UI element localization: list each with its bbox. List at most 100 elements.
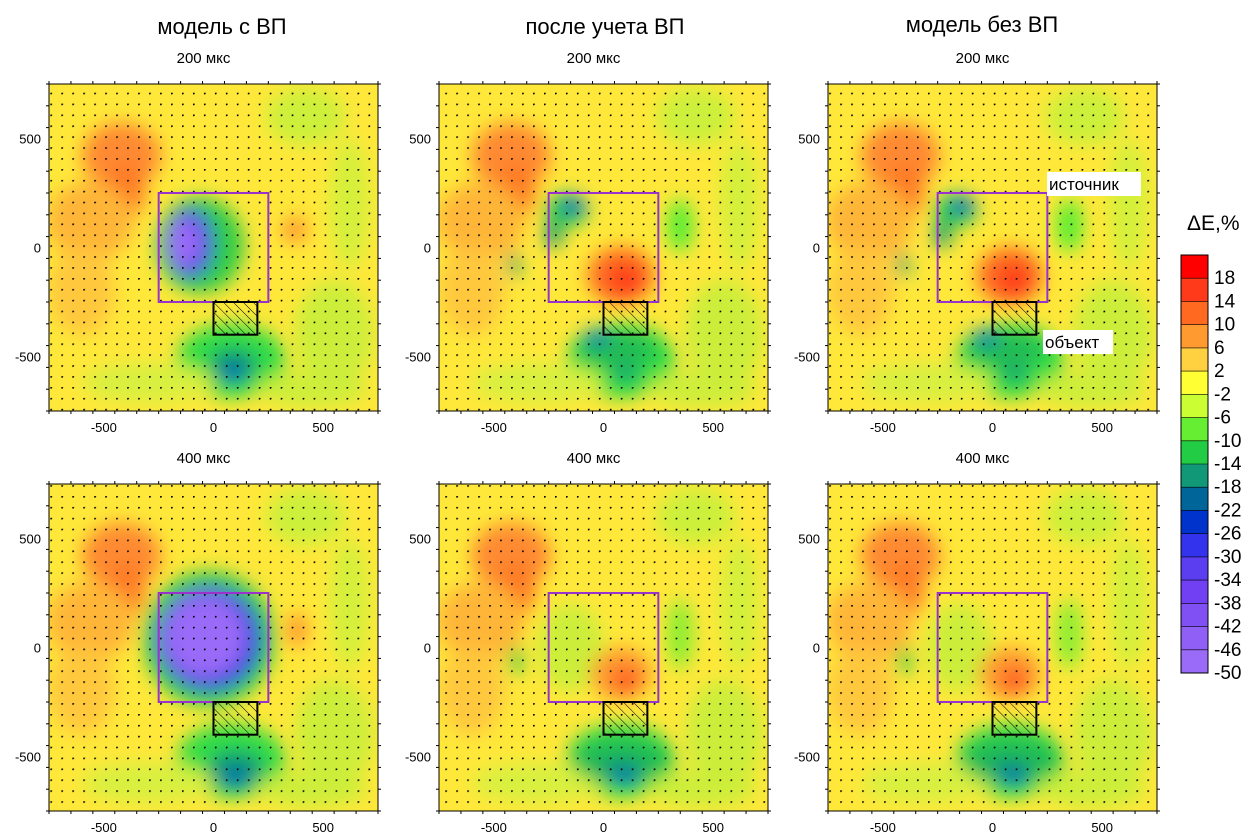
x-tick-label: 0 <box>989 420 996 435</box>
colorbar-swatch <box>1181 394 1208 419</box>
y-tick-label: -500 <box>15 350 41 365</box>
colorbar-label: -30 <box>1214 547 1241 568</box>
colorbar-swatch <box>1181 440 1208 465</box>
x-tick-label: 500 <box>702 420 724 435</box>
x-tick-label: 500 <box>1091 420 1113 435</box>
colorbar-label: -26 <box>1214 524 1241 545</box>
x-tick-label: -500 <box>870 420 896 435</box>
time-label: 200 мкс <box>177 50 231 67</box>
grid-points <box>828 84 1157 411</box>
y-tick-label: -500 <box>15 750 41 765</box>
column-title-1: модель с ВП <box>157 14 287 39</box>
grid-points <box>49 484 378 811</box>
colorbar-swatch <box>1181 301 1208 326</box>
map-panel-2-2: -500 0 500 500 0 -500 400 мкс <box>405 450 771 835</box>
contour-field <box>49 84 378 411</box>
object-annotation-bg <box>1043 330 1113 354</box>
x-tick-label: -500 <box>481 420 507 435</box>
panel-frame <box>48 483 379 812</box>
grid-points <box>49 84 378 411</box>
column-title-2: после учета ВП <box>525 14 685 39</box>
colorbar-title: ΔE,% <box>1187 212 1240 235</box>
colorbar-label: -18 <box>1214 477 1241 498</box>
colorbar-label: 14 <box>1214 291 1236 312</box>
colorbar-label: 18 <box>1214 268 1235 289</box>
x-tick-label: 500 <box>702 820 724 835</box>
colorbar-label: 2 <box>1214 361 1225 382</box>
y-tick-label: 0 <box>34 241 41 256</box>
colorbar-label: 10 <box>1214 315 1235 336</box>
object-outline <box>212 301 259 336</box>
time-label: 400 мкс <box>567 450 621 467</box>
y-tick-label: 0 <box>424 641 431 656</box>
y-tick-label: -500 <box>405 350 431 365</box>
colorbar-swatch <box>1181 626 1208 651</box>
source-annotation: источник <box>1047 172 1141 196</box>
map-panel-1-1: -500 0 500 500 0 -500 200 мкс <box>15 50 381 435</box>
grid-points <box>439 484 768 811</box>
colorbar-label: -10 <box>1214 431 1241 452</box>
y-tick-label: -500 <box>405 750 431 765</box>
colorbar-swatch <box>1181 324 1208 349</box>
object-label: объект <box>1045 333 1099 352</box>
object-annotation: объект <box>1043 330 1113 354</box>
colorbar-label: -42 <box>1214 617 1241 638</box>
object-outline <box>602 301 649 336</box>
map-panel-1-2: -500 0 500 500 0 -500 200 мкс <box>405 50 771 435</box>
panel-frame <box>827 83 1158 412</box>
colorbar-swatch <box>1181 417 1208 442</box>
colorbar-label: -46 <box>1214 640 1241 661</box>
colorbar-swatch <box>1181 371 1208 395</box>
colorbar-frame <box>1180 254 1209 674</box>
time-label: 400 мкс <box>956 450 1010 467</box>
colorbar-label: -22 <box>1214 500 1241 521</box>
x-tick-label: -500 <box>870 820 896 835</box>
map-panel-2-3: -500 0 500 500 0 -500 400 мкс <box>794 450 1160 835</box>
y-tick-label: 500 <box>798 132 820 147</box>
y-tick-label: 500 <box>409 132 431 147</box>
y-tick-label: -500 <box>794 350 820 365</box>
colorbar-swatch <box>1181 487 1208 511</box>
y-tick-label: 0 <box>424 241 431 256</box>
colorbar-label: -14 <box>1214 454 1242 475</box>
x-tick-label: -500 <box>91 820 117 835</box>
x-tick-label: 500 <box>1091 820 1113 835</box>
time-label: 200 мкс <box>567 50 621 67</box>
colorbar-label: -38 <box>1214 593 1241 614</box>
source-label: источник <box>1049 175 1119 194</box>
y-tick-label: -500 <box>794 750 820 765</box>
colorbar-swatch <box>1181 278 1208 302</box>
contour-field <box>828 84 1157 411</box>
object-outline <box>212 701 259 736</box>
contour-field <box>49 484 378 811</box>
panel-frame <box>438 83 769 412</box>
contour-field <box>828 484 1157 811</box>
column-title-3: модель без ВП <box>905 12 1059 37</box>
colorbar-swatch <box>1181 556 1208 581</box>
x-tick-label: 0 <box>210 420 217 435</box>
colorbar-label: -2 <box>1214 384 1231 405</box>
grid-points <box>439 84 768 411</box>
y-tick-label: 0 <box>34 641 41 656</box>
colorbar-label: 6 <box>1214 338 1225 359</box>
colorbar-label: -50 <box>1214 663 1241 684</box>
colorbar-swatch <box>1181 533 1208 558</box>
colorbar-swatch <box>1181 580 1208 604</box>
y-tick-label: 500 <box>19 132 41 147</box>
time-label: 400 мкс <box>177 450 231 467</box>
colorbar-swatch <box>1181 347 1208 372</box>
colorbar-label: -34 <box>1214 570 1242 591</box>
source-annotation-bg <box>1047 172 1141 196</box>
x-tick-label: -500 <box>481 820 507 835</box>
x-tick-label: 500 <box>312 820 334 835</box>
map-panel-2-1: -500 0 500 500 0 -500 400 мкс <box>15 450 381 835</box>
object-outline <box>991 701 1038 736</box>
x-tick-label: 0 <box>600 820 607 835</box>
x-tick-label: 500 <box>312 420 334 435</box>
colorbar-swatch <box>1181 464 1208 488</box>
contour-field <box>439 84 768 411</box>
colorbar-swatch <box>1181 649 1208 674</box>
